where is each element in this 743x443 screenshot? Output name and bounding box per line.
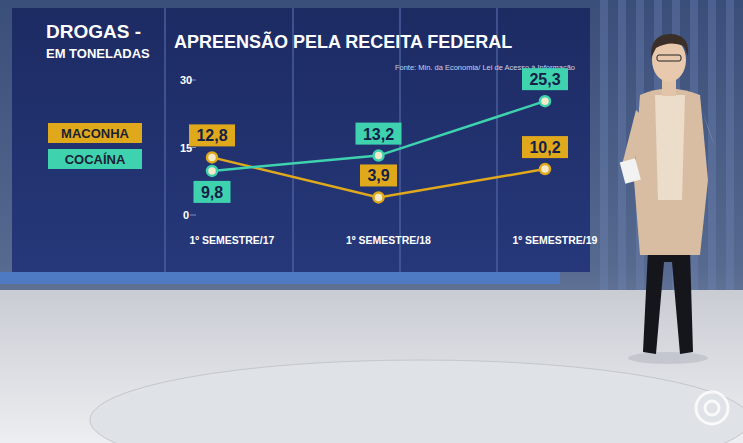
title: APREENSÃO PELA RECEITA FEDERAL [174,31,512,52]
screen-base-glow [0,272,560,284]
broadcaster-logo [696,392,728,424]
data-label: 12,8 [196,127,227,144]
data-label-box [189,124,235,146]
legend-label: COCAÍNA [65,152,126,167]
screen-panel [12,8,590,272]
point [374,192,384,202]
point [540,96,550,106]
logo-ring [696,392,728,424]
y-tick-label: 0 [183,209,189,221]
logo-core [705,401,719,415]
presenter-paper [620,158,641,183]
floor-circle [90,360,743,443]
data-label-box [522,68,568,90]
legend-swatch [48,123,142,143]
studio-light [600,0,608,300]
data-label: 13,2 [363,126,394,143]
data-label-box [194,181,231,203]
presenter-top [655,95,685,200]
presenter-cardigan [634,89,708,256]
series-line [212,101,545,171]
data-label: 25,3 [529,71,560,88]
legend-label: MACONHA [61,126,129,141]
presenter-shadow [628,352,708,364]
point [207,166,217,176]
presenter-glasses [657,55,681,61]
data-label: 3,9 [367,167,389,184]
point [540,164,550,174]
y-label: EM TONELADAS [46,46,150,61]
subtitle: DROGAS - [46,21,141,42]
y-tick [190,215,196,216]
studio-light [618,0,626,300]
data-label: 9,8 [201,184,223,201]
point [374,151,384,161]
data-label: 10,2 [529,139,560,156]
presenter-hair [651,34,688,58]
studio-light [726,0,734,300]
studio-light [708,0,716,300]
screen-seam [164,8,166,272]
y-tick-label: 30 [180,74,192,86]
x-tick-label: 1º SEMESTRE/19 [513,234,598,246]
presenter-arm [702,110,716,150]
presenter-trousers [643,250,693,354]
data-label-box [356,123,402,145]
legend-swatch [48,149,142,169]
plot-area [207,96,550,202]
x-tick-label: 1º SEMESTRE/18 [346,234,431,246]
data-label-box [360,164,397,186]
data-label-box [522,136,568,158]
point [207,152,217,162]
x-tick-label: 1º SEMESTRE/17 [190,234,275,246]
presenter [620,34,716,364]
